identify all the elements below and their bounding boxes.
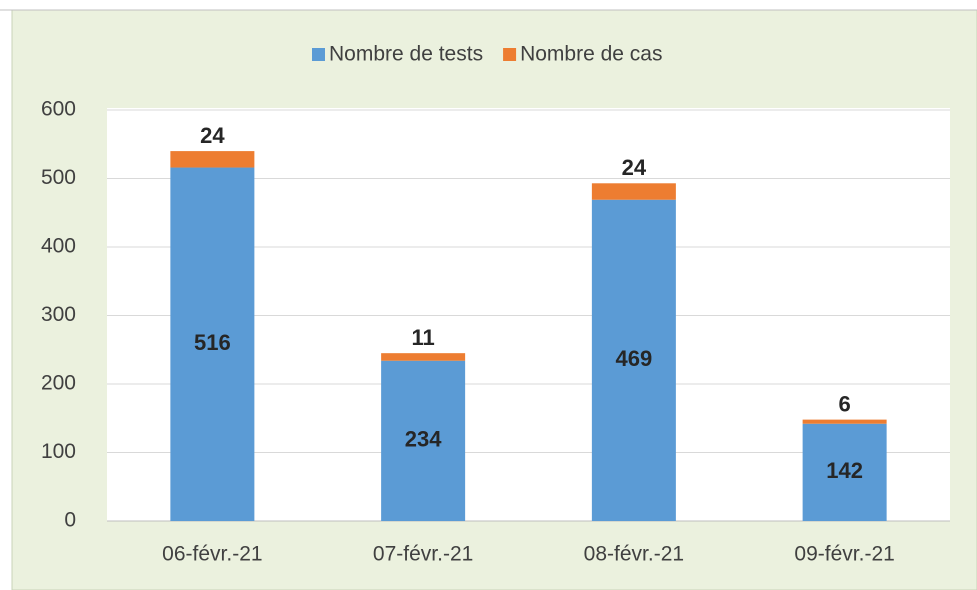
bar-segment [802,419,887,424]
y-tick-label: 400 [41,235,76,258]
bar-segment [381,353,466,361]
legend-swatch [312,48,325,61]
y-tick-label: 600 [41,98,76,121]
data-label: 234 [405,427,442,452]
bar-segment [591,199,676,522]
legend-label: Nombre de cas [520,43,662,66]
data-label: 6 [839,391,851,416]
legend-swatch [503,48,517,61]
data-label: 516 [194,330,231,355]
bar-segment [170,167,255,522]
x-tick-label: 07-févr.-21 [373,543,473,566]
data-label: 142 [826,458,863,483]
y-tick-label: 200 [41,372,76,395]
y-tick-label: 500 [41,166,76,189]
legend-label: Nombre de tests [329,43,483,66]
bar-segment [802,423,887,521]
y-tick-label: 0 [64,509,76,532]
data-label: 11 [411,325,434,350]
x-tick-label: 06-févr.-21 [162,543,262,566]
bar-segment [170,151,255,168]
data-label: 469 [616,346,653,371]
y-tick-label: 100 [41,440,76,463]
bar-segment [381,360,466,521]
bar-segment [591,183,676,200]
y-tick-label: 300 [41,303,76,326]
x-tick-label: 08-févr.-21 [584,543,684,566]
data-label: 24 [200,123,225,148]
data-label: 24 [622,155,647,180]
x-tick-label: 09-févr.-21 [794,543,894,566]
